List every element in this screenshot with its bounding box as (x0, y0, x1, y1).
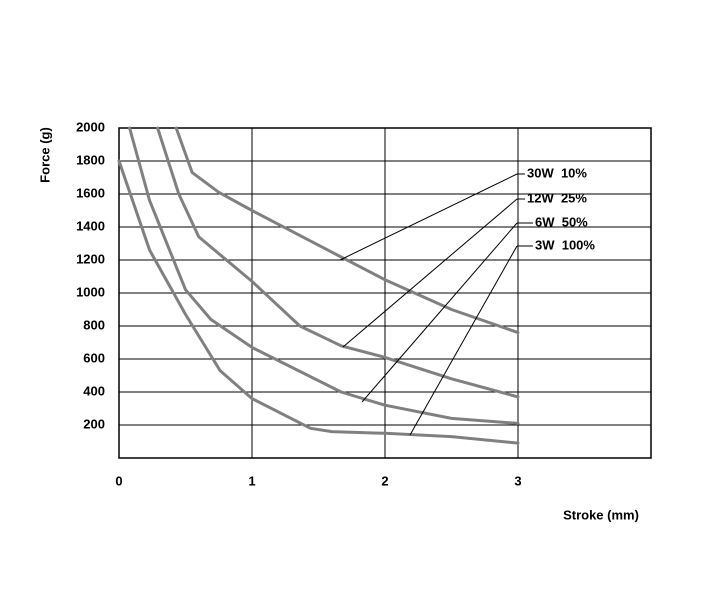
y-tick-label: 200 (83, 416, 105, 431)
y-axis-title: Force (g) (37, 127, 52, 183)
legend-label: 12W 25% (527, 190, 587, 205)
x-tick-label: 0 (115, 473, 122, 488)
y-tick-label: 800 (83, 317, 105, 332)
line-series (117, 159, 520, 445)
y-tick-label: 1000 (76, 284, 105, 299)
leader-line (409, 245, 518, 436)
line-series (174, 126, 520, 335)
x-tick-label: 2 (381, 473, 388, 488)
y-tick-label: 2000 (76, 119, 105, 134)
legend-label: 6W 50% (535, 214, 588, 229)
line-series (128, 126, 520, 425)
y-tick-label: 1800 (76, 152, 105, 167)
leader-line (342, 198, 518, 348)
leader-line (339, 173, 518, 261)
y-tick-label: 1400 (76, 218, 105, 233)
x-tick-label: 1 (248, 473, 255, 488)
x-tick-label: 3 (514, 473, 521, 488)
y-tick-label: 1600 (76, 185, 105, 200)
y-tick-label: 1200 (76, 251, 105, 266)
x-axis-title: Stroke (mm) (563, 507, 639, 522)
leader-line (361, 222, 518, 403)
line-series (156, 126, 520, 399)
legend-label: 3W 100% (535, 237, 595, 252)
plot-border (118, 127, 652, 459)
legend-label: 30W 10% (527, 165, 587, 180)
y-tick-label: 400 (83, 383, 105, 398)
y-tick-label: 600 (83, 350, 105, 365)
